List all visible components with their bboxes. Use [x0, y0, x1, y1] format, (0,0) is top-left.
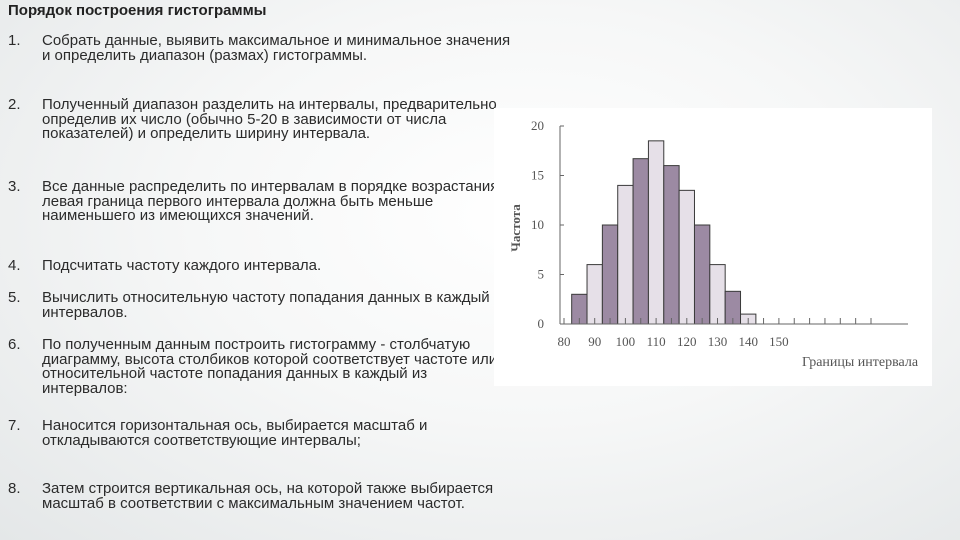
step-number: 2. [8, 96, 21, 113]
histogram-bar [663, 165, 680, 325]
step-text: Подсчитать частоту каждого интервала. [42, 257, 322, 274]
x-tick-label: 130 [708, 334, 728, 349]
histogram-bar [617, 184, 634, 325]
bars [571, 140, 757, 325]
x-tick-label: 120 [677, 334, 697, 349]
step-number: 7. [8, 417, 21, 434]
histogram-bar [709, 264, 726, 325]
y-axis-label: Частота [508, 204, 523, 252]
step-text: По полученным данным построить гистограм… [42, 336, 498, 397]
step-number: 3. [8, 178, 21, 195]
histogram-bar [647, 140, 665, 325]
step-number: 6. [8, 336, 21, 353]
histogram-bar [586, 264, 603, 325]
step-number: 1. [8, 32, 21, 49]
step-text: Затем строится вертикальная ось, на кото… [42, 480, 494, 512]
histogram-bar [632, 158, 649, 325]
y-tick-label: 10 [531, 217, 544, 232]
x-tick-label: 150 [769, 334, 789, 349]
x-axis: 80 90 100 110 120 130 140 150 [558, 318, 908, 349]
y-axis: 0 5 10 15 20 [531, 118, 564, 331]
y-tick-label: 0 [538, 316, 545, 331]
step-text: Собрать данные, выявить максимальное и м… [42, 32, 511, 64]
histogram-bar [693, 224, 711, 325]
x-tick-label: 90 [588, 334, 601, 349]
step-text: Все данные распределить по интервалам в … [42, 178, 503, 224]
slide-title: Порядок построения гистограммы [8, 2, 267, 19]
y-tick-label: 5 [538, 267, 545, 282]
histogram-bar [678, 189, 695, 325]
x-tick-label: 140 [738, 334, 758, 349]
y-tick-label: 15 [531, 168, 544, 183]
step-number: 4. [8, 257, 21, 274]
step-number: 8. [8, 480, 21, 497]
step-text: Полученный диапазон разделить на интерва… [42, 96, 497, 142]
y-tick-label: 20 [531, 118, 544, 133]
step-text: Наносится горизонтальная ось, выбирается… [42, 417, 428, 449]
step-text: Вычислить относительную частоту попадани… [42, 289, 510, 321]
x-tick-label: 80 [558, 334, 571, 349]
histogram-bar [601, 224, 619, 325]
x-axis-label: Границы интервала [802, 355, 919, 370]
step-number: 5. [8, 289, 21, 306]
x-tick-label: 100 [616, 334, 636, 349]
histogram-chart: 0 5 10 15 20 80 90 100 110 120 130 140 150 Частота … [494, 108, 932, 386]
steps-list: 1. Собрать данные, выявить максимальное … [8, 32, 511, 512]
x-tick-label: 110 [647, 334, 666, 349]
